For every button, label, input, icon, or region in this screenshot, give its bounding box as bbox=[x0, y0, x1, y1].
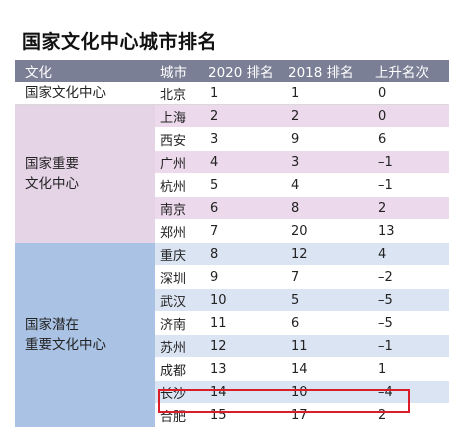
rank-2018-cell: 10 bbox=[285, 380, 369, 404]
city-cell: 合肥 bbox=[155, 403, 205, 427]
table-row: 成都 13 14 1 bbox=[15, 357, 449, 381]
category-cell: 国家潜在 重要文化中心 bbox=[15, 242, 155, 427]
rank-2018-cell: 7 bbox=[285, 265, 369, 289]
rank-2020-cell: 12 bbox=[205, 334, 285, 358]
table-row: 西安 3 9 6 bbox=[15, 127, 449, 151]
rise-cell: 0 bbox=[369, 82, 449, 105]
rank-2020-cell: 2 bbox=[205, 104, 285, 128]
city-cell: 广州 bbox=[155, 150, 205, 174]
rank-2018-cell: 8 bbox=[285, 196, 369, 220]
table-row: 杭州 5 4 –1 bbox=[15, 173, 449, 197]
column-header-rank-2020: 2020 排名 bbox=[205, 60, 285, 82]
rank-2018-cell: 6 bbox=[285, 311, 369, 335]
rank-2020-cell: 9 bbox=[205, 265, 285, 289]
category-cell: 国家重要 文化中心 bbox=[15, 104, 155, 243]
table-row: 南京 6 8 2 bbox=[15, 196, 449, 220]
table-row: 武汉 10 5 –5 bbox=[15, 288, 449, 312]
table-row: 广州 4 3 –1 bbox=[15, 150, 449, 174]
rank-2020-cell: 13 bbox=[205, 357, 285, 381]
page-title: 国家文化中心城市排名 bbox=[22, 31, 218, 53]
city-cell: 武汉 bbox=[155, 288, 205, 312]
rise-cell: –5 bbox=[369, 311, 449, 335]
rank-2018-cell: 12 bbox=[285, 242, 369, 266]
city-cell: 郑州 bbox=[155, 219, 205, 243]
table-row: 深圳 9 7 –2 bbox=[15, 265, 449, 289]
rank-2018-cell: 1 bbox=[285, 82, 369, 105]
rise-cell: 6 bbox=[369, 127, 449, 151]
table-row: 合肥 15 17 2 bbox=[15, 403, 449, 427]
category-cell: 国家文化中心 bbox=[15, 82, 155, 105]
city-cell: 济南 bbox=[155, 311, 205, 335]
table-row: 苏州 12 11 –1 bbox=[15, 334, 449, 358]
rank-2020-cell: 8 bbox=[205, 242, 285, 266]
rise-cell: 2 bbox=[369, 403, 449, 427]
rise-cell: –4 bbox=[369, 380, 449, 404]
rank-2020-cell: 7 bbox=[205, 219, 285, 243]
table-row: 济南 11 6 –5 bbox=[15, 311, 449, 335]
table-row: 郑州 7 20 13 bbox=[15, 219, 449, 243]
rank-2018-cell: 4 bbox=[285, 173, 369, 197]
rise-cell: 4 bbox=[369, 242, 449, 266]
rank-2020-cell: 10 bbox=[205, 288, 285, 312]
rise-cell: 0 bbox=[369, 104, 449, 128]
rank-2020-cell: 15 bbox=[205, 403, 285, 427]
table-row: 国家重要 文化中心 上海 2 2 0 bbox=[15, 104, 449, 243]
rank-2018-cell: 20 bbox=[285, 219, 369, 243]
rise-cell: 13 bbox=[369, 219, 449, 243]
rise-cell: –1 bbox=[369, 150, 449, 174]
column-header-category: 文化 bbox=[15, 60, 155, 82]
city-cell: 北京 bbox=[155, 82, 205, 105]
city-cell: 苏州 bbox=[155, 334, 205, 358]
rank-2020-cell: 3 bbox=[205, 127, 285, 151]
city-cell: 杭州 bbox=[155, 173, 205, 197]
rank-2018-cell: 9 bbox=[285, 127, 369, 151]
city-cell: 上海 bbox=[155, 104, 205, 128]
city-cell: 西安 bbox=[155, 127, 205, 151]
rank-2020-cell: 4 bbox=[205, 150, 285, 174]
column-header-rise: 上升名次 bbox=[369, 60, 449, 82]
table-header-row: 文化 城市 2020 排名 2018 排名 上升名次 bbox=[15, 60, 449, 82]
city-ranking-table: 文化 城市 2020 排名 2018 排名 上升名次 国家文化中心 北京 1 1… bbox=[15, 60, 449, 427]
rank-2018-cell: 11 bbox=[285, 334, 369, 358]
rank-2018-cell: 14 bbox=[285, 357, 369, 381]
city-cell: 南京 bbox=[155, 196, 205, 220]
table-row: 国家潜在 重要文化中心 重庆 8 12 4 bbox=[15, 242, 449, 427]
column-header-rank-2018: 2018 排名 bbox=[285, 60, 369, 82]
rise-cell: –5 bbox=[369, 288, 449, 312]
table-row: 国家文化中心 北京 1 1 0 bbox=[15, 82, 449, 105]
rise-cell: –1 bbox=[369, 173, 449, 197]
rank-2020-cell: 11 bbox=[205, 311, 285, 335]
rank-2020-cell: 1 bbox=[205, 82, 285, 105]
table-row-highlighted: 长沙 14 10 –4 bbox=[15, 380, 449, 404]
city-cell: 重庆 bbox=[155, 242, 205, 266]
column-header-city: 城市 bbox=[155, 60, 205, 82]
rank-2020-cell: 14 bbox=[205, 380, 285, 404]
rise-cell: 1 bbox=[369, 357, 449, 381]
rank-2020-cell: 5 bbox=[205, 173, 285, 197]
rank-2020-cell: 6 bbox=[205, 196, 285, 220]
rise-cell: –1 bbox=[369, 334, 449, 358]
rise-cell: 2 bbox=[369, 196, 449, 220]
city-cell: 长沙 bbox=[155, 380, 205, 404]
city-cell: 深圳 bbox=[155, 265, 205, 289]
rise-cell: –2 bbox=[369, 265, 449, 289]
rank-2018-cell: 5 bbox=[285, 288, 369, 312]
rank-2018-cell: 3 bbox=[285, 150, 369, 174]
city-cell: 成都 bbox=[155, 357, 205, 381]
rank-2018-cell: 2 bbox=[285, 104, 369, 128]
rank-2018-cell: 17 bbox=[285, 403, 369, 427]
